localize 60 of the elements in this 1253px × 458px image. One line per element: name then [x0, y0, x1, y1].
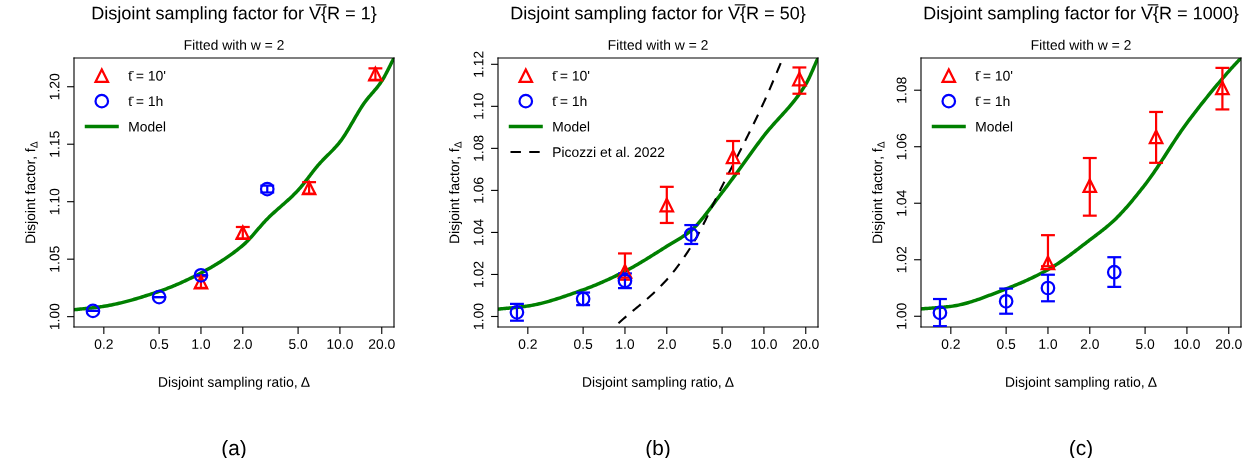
- legend-label: t̄ = 1h: [128, 95, 163, 107]
- y-tick-label: 1.08: [473, 135, 484, 161]
- y-tick-label: 1.10: [49, 188, 60, 215]
- x-tick-label: 5.0: [288, 339, 308, 350]
- y-tick-label: 1.04: [896, 190, 907, 216]
- y-axis-title: Disjoint factor, f$_{Δ}$: [25, 141, 39, 243]
- legend-label: Model: [976, 121, 1013, 132]
- y-tick-label: 1.00: [49, 303, 60, 330]
- chart-title: Disjoint sampling factor for V̅{R = 50}: [511, 4, 806, 24]
- x-tick-label: 2.0: [657, 339, 676, 350]
- y-tick-label: 1.06: [896, 133, 907, 160]
- legend-label: Model: [553, 121, 590, 132]
- x-tick-label: 0.5: [574, 339, 593, 350]
- x-tick-label: 5.0: [1135, 339, 1155, 350]
- y-tick-label: 1.15: [49, 131, 60, 157]
- chart-subtitle: Fitted with w = 2: [608, 39, 708, 50]
- x-axis-title: Disjoint sampling ratio, Δ: [159, 376, 310, 390]
- y-tick-label: 1.04: [473, 219, 484, 245]
- y-tick-label: 1.02: [896, 246, 907, 273]
- x-tick-label: 20.0: [1215, 339, 1242, 350]
- legend-label: Model: [129, 121, 166, 132]
- legend-label: t̄ = 10': [975, 70, 1013, 81]
- chart-subtitle: Fitted with w = 2: [1031, 39, 1131, 50]
- y-tick-label: 1.00: [473, 303, 484, 329]
- x-tick-label: 20.0: [368, 339, 395, 350]
- x-tick-label: 5.0: [712, 339, 732, 350]
- x-tick-label: 1.0: [616, 339, 635, 350]
- chart-subtitle: Fitted with w = 2: [184, 39, 284, 50]
- legend-label: t̄ = 10': [552, 70, 590, 81]
- x-tick-label: 0.5: [997, 339, 1016, 350]
- x-axis-title: Disjoint sampling ratio, Δ: [1006, 376, 1157, 390]
- legend-label: t̄ = 10': [128, 70, 166, 81]
- x-tick-label: 0.2: [518, 339, 537, 350]
- y-tick-label: 1.05: [49, 246, 60, 272]
- y-tick-label: 1.06: [473, 177, 484, 203]
- x-tick-label: 20.0: [792, 339, 819, 350]
- y-tick-label: 1.02: [473, 261, 484, 287]
- x-tick-label: 1.0: [192, 339, 211, 350]
- y-tick-label: 1.00: [896, 303, 907, 329]
- y-axis-title: Disjoint factor, f$_{Δ}$: [872, 141, 886, 243]
- x-axis-title: Disjoint sampling ratio, Δ: [583, 376, 734, 390]
- y-tick-label: 1.08: [896, 77, 907, 103]
- legend-label: Picozzi et al. 2022: [553, 146, 665, 158]
- chart-title: Disjoint sampling factor for V̅{R = 1000}: [924, 4, 1239, 24]
- x-tick-label: 0.2: [941, 339, 960, 350]
- x-tick-label: 10.0: [327, 339, 353, 350]
- x-tick-label: 0.2: [94, 339, 113, 350]
- legend-label: t̄ = 1h: [552, 95, 587, 107]
- chart-title: Disjoint sampling factor for V̅{R = 1}: [92, 4, 377, 24]
- x-tick-label: 10.0: [1174, 339, 1200, 350]
- y-axis-title: Disjoint factor, f$_{Δ}$: [449, 141, 463, 243]
- legend-label: t̄ = 1h: [975, 95, 1010, 107]
- x-tick-label: 0.5: [150, 339, 169, 350]
- y-tick-label: 1.12: [473, 51, 484, 77]
- x-tick-label: 2.0: [1080, 339, 1099, 350]
- x-tick-label: 1.0: [1039, 339, 1058, 350]
- y-tick-label: 1.10: [473, 93, 484, 119]
- y-tick-label: 1.20: [49, 73, 60, 100]
- x-tick-label: 10.0: [751, 339, 777, 350]
- x-tick-label: 2.0: [233, 339, 252, 350]
